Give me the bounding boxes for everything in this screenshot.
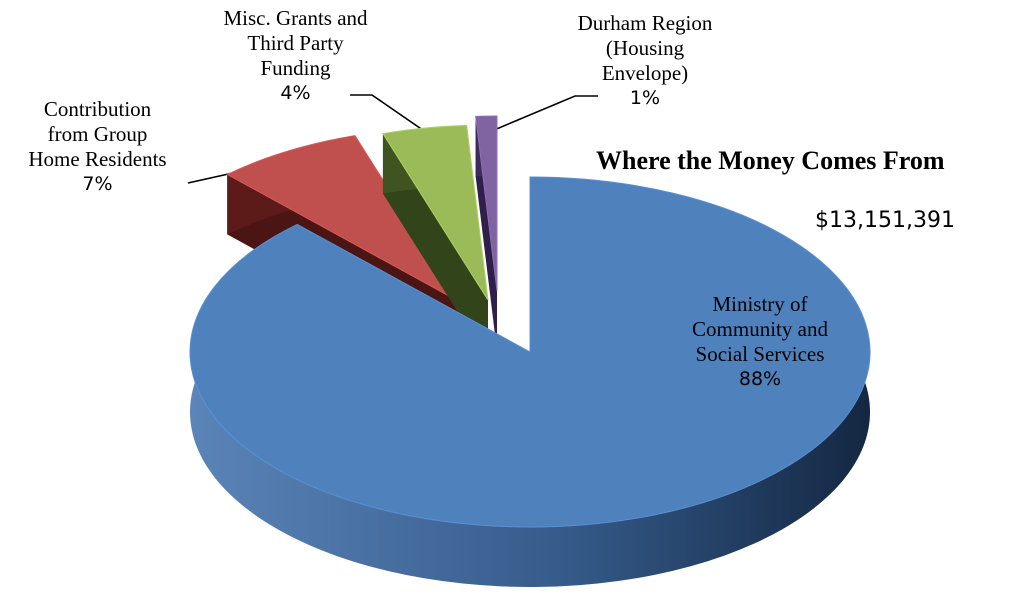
pie-slices [189, 115, 871, 588]
label-ministry: Ministry of Community and Social Service… [692, 292, 828, 390]
chart-total: $13,151,391 [815, 208, 955, 233]
label-contribution: Contribution from Group Home Residents 7… [28, 97, 167, 195]
slice-ministry [189, 176, 871, 588]
label-misc-grants: Misc. Grants and Third Party Funding 4% [223, 6, 368, 104]
slice-misc-grants [382, 124, 489, 360]
leader-misc-grants [350, 94, 431, 136]
slice-durham-region [475, 115, 498, 351]
chart-title: Where the Money Comes From [596, 146, 945, 175]
label-durham-region: Durham Region (Housing Envelope) 1% [577, 11, 713, 109]
leader-durham-region [486, 95, 598, 134]
